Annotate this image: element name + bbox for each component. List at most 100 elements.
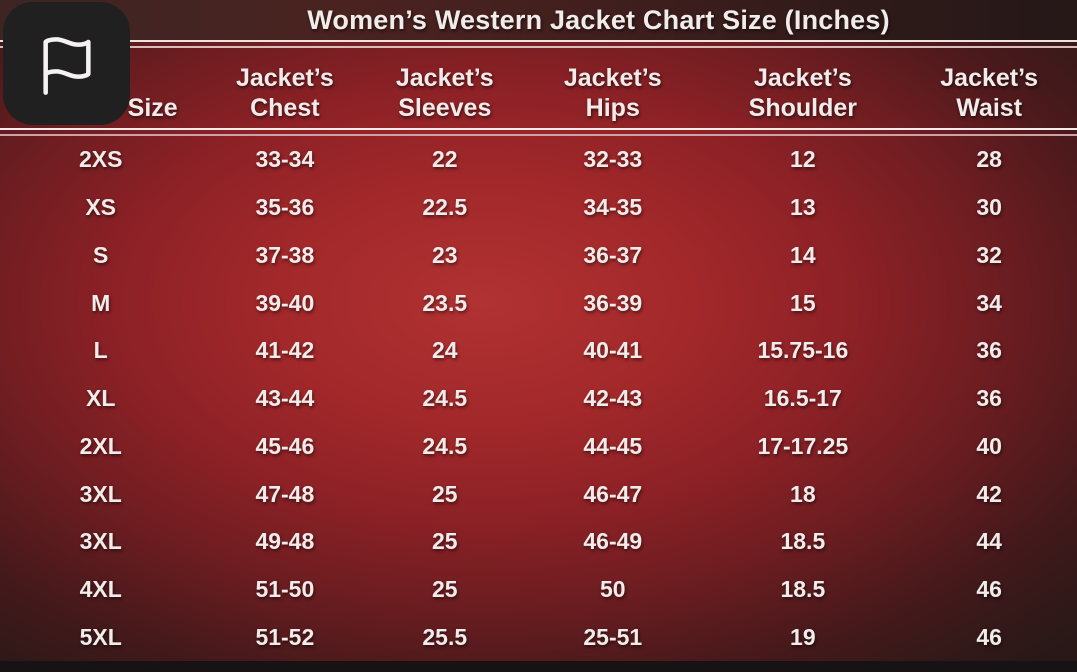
value-cell: 28 bbox=[976, 146, 1002, 173]
column-header-bottom: Size bbox=[127, 93, 178, 122]
value-cell: 22 bbox=[431, 146, 458, 173]
value-cell: 40 bbox=[976, 432, 1002, 459]
value-cell: 34-35 bbox=[583, 194, 643, 221]
value-cell: 30 bbox=[976, 194, 1002, 221]
size-cell: M bbox=[91, 289, 111, 316]
value-cell: 25 bbox=[431, 480, 458, 507]
separator-top bbox=[0, 40, 1077, 48]
column-header-chest: Jacket’s Chest bbox=[201, 48, 368, 128]
value-cell: 23 bbox=[431, 241, 458, 268]
value-cell: 24.5 bbox=[422, 432, 468, 459]
table-row: S 37-38 23 36-37 14 32 bbox=[0, 231, 1077, 279]
value-cell: 18 bbox=[790, 480, 816, 507]
bottom-bar bbox=[0, 661, 1077, 672]
table-row: 3XL 47-48 25 46-47 18 42 bbox=[0, 470, 1077, 518]
value-cell: 36-39 bbox=[583, 289, 643, 316]
value-cell: 50 bbox=[599, 575, 626, 602]
table-row: 2XS 33-34 22 32-33 12 28 bbox=[0, 136, 1077, 184]
size-cell: L bbox=[93, 337, 108, 364]
column-header-top: Jacket’s bbox=[753, 64, 852, 92]
value-cell: 47-48 bbox=[255, 480, 315, 507]
value-cell: 51-50 bbox=[255, 575, 315, 602]
flag-button[interactable] bbox=[3, 2, 130, 125]
value-cell: 32 bbox=[976, 241, 1002, 268]
column-header-top: Jacket’s bbox=[395, 64, 494, 92]
table-row: L 41-42 24 40-41 15.75-16 36 bbox=[0, 327, 1077, 375]
column-header-bottom: Chest bbox=[250, 93, 320, 122]
value-cell: 25.5 bbox=[422, 623, 468, 650]
column-header-bottom: Shoulder bbox=[748, 93, 858, 122]
size-cell: 2XS bbox=[78, 146, 123, 173]
size-cell: 2XL bbox=[79, 432, 122, 459]
value-cell: 36 bbox=[976, 337, 1002, 364]
value-cell: 46 bbox=[976, 575, 1002, 602]
value-cell: 16.5-17 bbox=[763, 385, 842, 412]
value-cell: 43-44 bbox=[255, 385, 315, 412]
table-row: XS 35-36 22.5 34-35 13 30 bbox=[0, 184, 1077, 232]
value-cell: 46-49 bbox=[583, 528, 643, 555]
table-row: 3XL 49-48 25 46-49 18.5 44 bbox=[0, 518, 1077, 566]
value-cell: 41-42 bbox=[255, 337, 315, 364]
value-cell: 14 bbox=[790, 241, 816, 268]
value-cell: 44-45 bbox=[583, 432, 643, 459]
value-cell: 17-17.25 bbox=[757, 432, 849, 459]
value-cell: 42-43 bbox=[583, 385, 643, 412]
value-cell: 15.75-16 bbox=[757, 337, 849, 364]
value-cell: 44 bbox=[976, 528, 1002, 555]
value-cell: 18.5 bbox=[780, 528, 826, 555]
value-cell: 33-34 bbox=[255, 146, 315, 173]
table-row: 5XL 51-52 25.5 25-51 19 46 bbox=[0, 613, 1077, 661]
value-cell: 18.5 bbox=[780, 575, 826, 602]
value-cell: 23.5 bbox=[422, 289, 468, 316]
table-body: 2XS 33-34 22 32-33 12 28 XS 35-36 22.5 34-35 13 30 S… bbox=[0, 136, 1077, 661]
value-cell: 39-40 bbox=[255, 289, 315, 316]
value-cell: 24.5 bbox=[422, 385, 468, 412]
column-header-sleeves: Jacket’s Sleeves bbox=[368, 48, 521, 128]
size-cell: 3XL bbox=[79, 480, 122, 507]
value-cell: 46 bbox=[976, 623, 1002, 650]
value-cell: 19 bbox=[790, 623, 816, 650]
column-header-top: Jacket’s bbox=[235, 64, 334, 92]
column-header-bottom: Waist bbox=[956, 93, 1023, 122]
chart-title: Women’s Western Jacket Chart Size (Inche… bbox=[307, 4, 890, 35]
value-cell: 12 bbox=[790, 146, 816, 173]
value-cell: 32-33 bbox=[583, 146, 643, 173]
column-header-waist: Jacket’s Waist bbox=[901, 48, 1077, 128]
size-cell: XS bbox=[85, 194, 117, 221]
column-header-top: Jacket’s bbox=[940, 64, 1039, 92]
value-cell: 24 bbox=[431, 337, 458, 364]
column-header-hips: Jacket’s Hips bbox=[521, 48, 704, 128]
value-cell: 25-51 bbox=[583, 623, 643, 650]
value-cell: 22.5 bbox=[422, 194, 468, 221]
flag-icon bbox=[42, 36, 91, 95]
value-cell: 51-52 bbox=[255, 623, 315, 650]
table-row: 2XL 45-46 24.5 44-45 17-17.25 40 bbox=[0, 422, 1077, 470]
value-cell: 25 bbox=[431, 528, 458, 555]
size-cell: 5XL bbox=[79, 623, 122, 650]
value-cell: 49-48 bbox=[255, 528, 315, 555]
value-cell: 46-47 bbox=[583, 480, 643, 507]
separator-below-header bbox=[0, 128, 1077, 136]
value-cell: 40-41 bbox=[583, 337, 643, 364]
value-cell: 45-46 bbox=[255, 432, 315, 459]
value-cell: 35-36 bbox=[255, 194, 315, 221]
column-header-bottom: Hips bbox=[585, 93, 640, 122]
value-cell: 25 bbox=[431, 575, 458, 602]
table-row: 4XL 51-50 25 50 18.5 46 bbox=[0, 566, 1077, 614]
column-header-bottom: Sleeves bbox=[398, 93, 492, 122]
size-cell: XL bbox=[86, 385, 116, 412]
value-cell: 34 bbox=[976, 289, 1002, 316]
value-cell: 36 bbox=[976, 385, 1002, 412]
size-cell: S bbox=[93, 241, 109, 268]
column-header-top: Jacket’s bbox=[563, 64, 662, 92]
column-header-shoulder: Jacket’s Shoulder bbox=[704, 48, 901, 128]
value-cell: 42 bbox=[976, 480, 1002, 507]
size-cell: 4XL bbox=[79, 575, 122, 602]
column-header-size: Size bbox=[52, 48, 253, 128]
table-header-row: Size Jacket’s Chest Jacket’s Sleeves Jacket’s… bbox=[0, 48, 1077, 128]
table-row: M 39-40 23.5 36-39 15 34 bbox=[0, 279, 1077, 327]
value-cell: 37-38 bbox=[255, 241, 315, 268]
chart-title-bar: Women’s Western Jacket Chart Size (Inche… bbox=[0, 0, 1077, 40]
value-cell: 15 bbox=[790, 289, 816, 316]
